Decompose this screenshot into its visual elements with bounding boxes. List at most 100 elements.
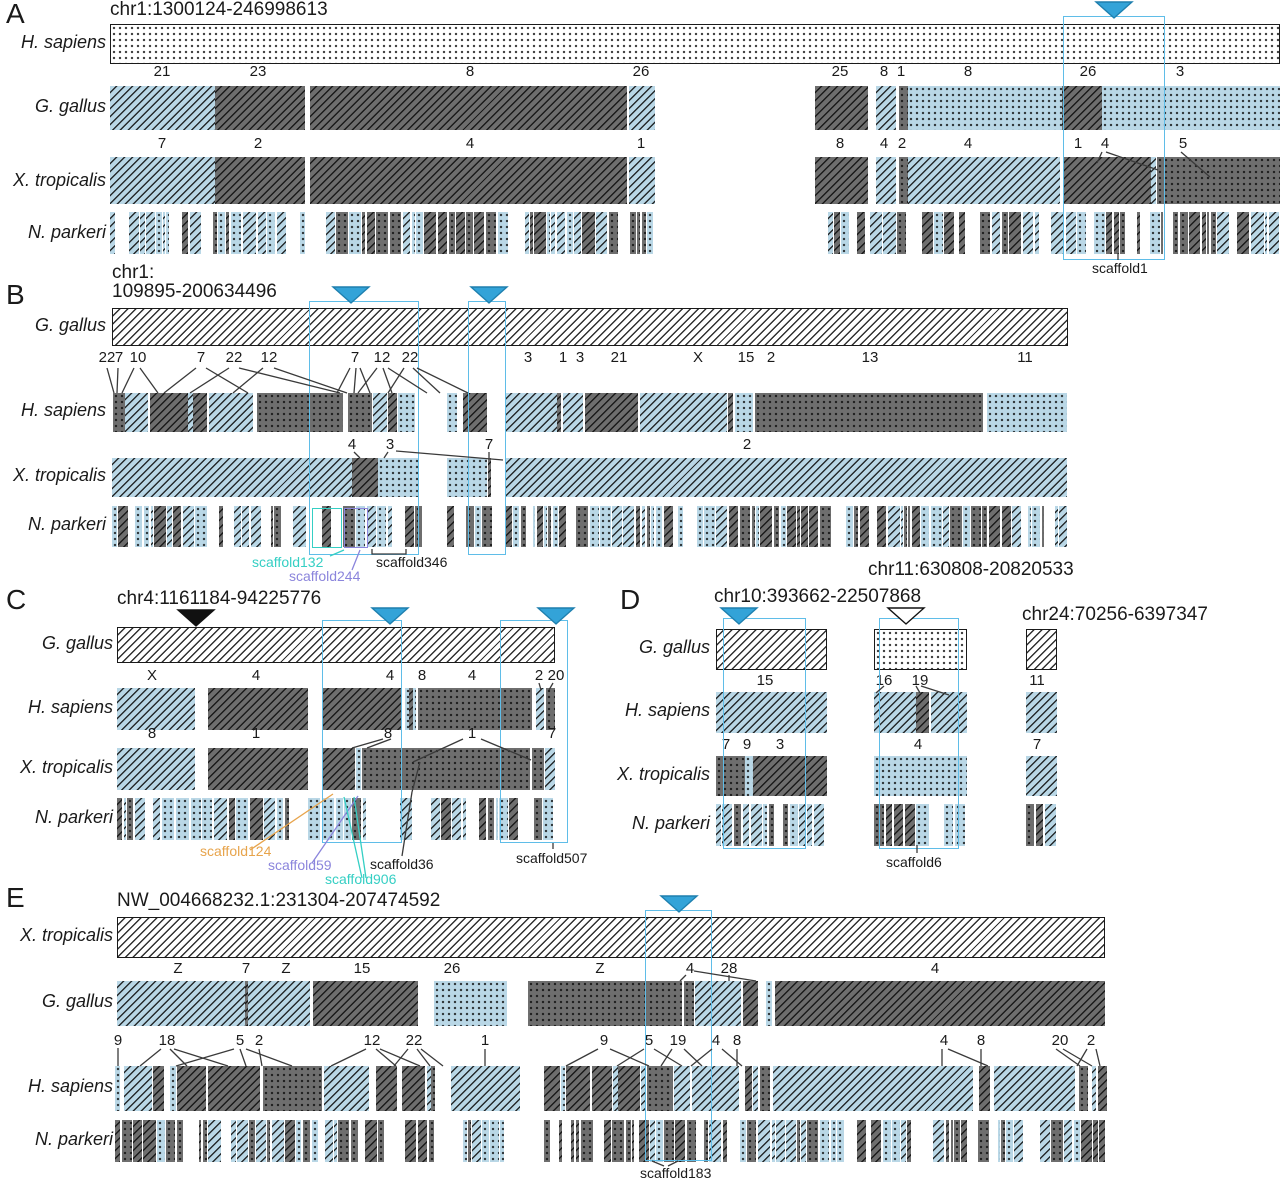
chromosome-number-label: 8	[976, 1032, 986, 1049]
chromosome-number-label: 4	[939, 1032, 949, 1049]
synteny-segment	[557, 212, 565, 254]
synteny-segment	[877, 506, 886, 547]
synteny-segment	[117, 981, 245, 1026]
chromosome-number-label: 11	[1029, 672, 1045, 689]
synteny-segment	[797, 1120, 800, 1162]
synteny-segment	[1014, 1120, 1023, 1162]
synteny-segment	[1064, 1120, 1072, 1162]
synteny-segment	[1189, 212, 1200, 254]
synteny-segment	[496, 798, 498, 840]
chromosome-number-label: 8	[835, 135, 845, 152]
synteny-segment	[324, 1066, 369, 1111]
species-label-g-gallus: G. gallus	[41, 633, 113, 653]
synteny-segment	[257, 393, 343, 432]
connector-line	[1062, 1048, 1093, 1067]
chromosome-number-label: 1	[467, 725, 477, 742]
synteny-segment	[642, 212, 646, 254]
synteny-segment	[908, 86, 1062, 130]
synteny-segment	[656, 506, 662, 547]
synteny-segment	[424, 212, 436, 254]
synteny-segment	[166, 212, 169, 254]
synteny-segment	[157, 1120, 165, 1162]
synteny-segment	[472, 1120, 481, 1162]
synteny-segment	[498, 212, 508, 254]
species-label-h-sapiens: H. sapiens	[20, 32, 106, 52]
synteny-segment	[129, 212, 139, 254]
synteny-segment	[994, 1066, 1075, 1111]
synteny-segment	[899, 86, 908, 130]
synteny-segment	[1120, 212, 1125, 254]
synteny-segment	[250, 798, 263, 840]
chromosome-number-label: 12	[363, 1032, 381, 1049]
synteny-segment	[373, 393, 387, 432]
synteny-segment	[664, 506, 673, 547]
synteny-segment	[488, 458, 491, 497]
chromosome-number-label: 7	[114, 349, 124, 366]
synteny-segment	[629, 157, 655, 204]
synteny-segment	[127, 798, 133, 840]
synteny-segment	[626, 1120, 631, 1162]
synteny-segment	[563, 393, 583, 432]
synteny-segment	[815, 86, 868, 130]
synteny-segment	[376, 212, 388, 254]
chromosome-number-label: 23	[249, 63, 267, 80]
synteny-segment	[463, 393, 487, 432]
synteny-segment	[894, 804, 903, 846]
synteny-segment	[751, 804, 762, 846]
synteny-segment	[403, 212, 410, 254]
synteny-segment	[218, 212, 225, 254]
synteny-segment	[153, 1066, 164, 1111]
synteny-segment	[532, 748, 544, 790]
chromosome-number-label: 8	[417, 667, 427, 684]
synteny-segment	[857, 212, 865, 254]
synteny-segment	[815, 157, 868, 204]
highlight-box	[879, 618, 959, 849]
synteny-segment	[1009, 212, 1021, 254]
synteny-segment	[1180, 212, 1188, 254]
synteny-segment	[146, 212, 155, 254]
synteny-segment	[1173, 212, 1178, 254]
connector-line	[121, 367, 135, 394]
synteny-segment	[156, 212, 162, 254]
synteny-segment	[176, 798, 189, 840]
connector-line	[106, 367, 115, 394]
panel-d-title-1: chr10:393662-22507868	[714, 586, 922, 607]
synteny-segment	[475, 506, 481, 547]
scaffold-label: scaffold124	[200, 843, 272, 859]
synteny-segment	[153, 798, 160, 840]
synteny-segment	[651, 506, 654, 547]
chromosome-number-label: 7	[1032, 736, 1042, 753]
synteny-segment	[277, 798, 283, 840]
synteny-segment	[356, 748, 361, 790]
synteny-segment	[135, 506, 142, 547]
synteny-segment	[745, 1066, 752, 1111]
synteny-segment	[115, 1120, 120, 1162]
species-label-g-gallus: G. gallus	[638, 637, 710, 657]
synteny-segment	[876, 86, 896, 130]
chromosome-number-label: 7	[196, 349, 206, 366]
synteny-segment	[1094, 212, 1105, 254]
synteny-segment	[740, 506, 750, 547]
synteny-segment	[409, 688, 413, 730]
synteny-segment	[637, 212, 640, 254]
synteny-segment	[912, 506, 920, 547]
synteny-segment	[229, 798, 235, 840]
synteny-segment	[886, 804, 892, 846]
chromosome-number-label: 20	[547, 667, 565, 684]
connector-line	[379, 1048, 421, 1067]
synteny-segment	[664, 1120, 674, 1162]
synteny-segment	[267, 1120, 270, 1162]
synteny-segment	[901, 506, 903, 547]
chromosome-number-label: 10	[129, 349, 147, 366]
synteny-segment	[167, 506, 172, 547]
synteny-segment	[674, 1066, 690, 1111]
synteny-segment	[656, 1120, 663, 1162]
synteny-segment	[226, 212, 229, 254]
species-label-n-parkeri: N. parkeri	[631, 813, 710, 833]
synteny-segment	[716, 506, 727, 547]
chromosome-number-label: 2	[897, 135, 907, 152]
synteny-segment	[300, 212, 305, 254]
chromosome-number-label: 1	[896, 63, 906, 80]
synteny-segment	[722, 804, 732, 846]
synteny-segment	[534, 212, 546, 254]
